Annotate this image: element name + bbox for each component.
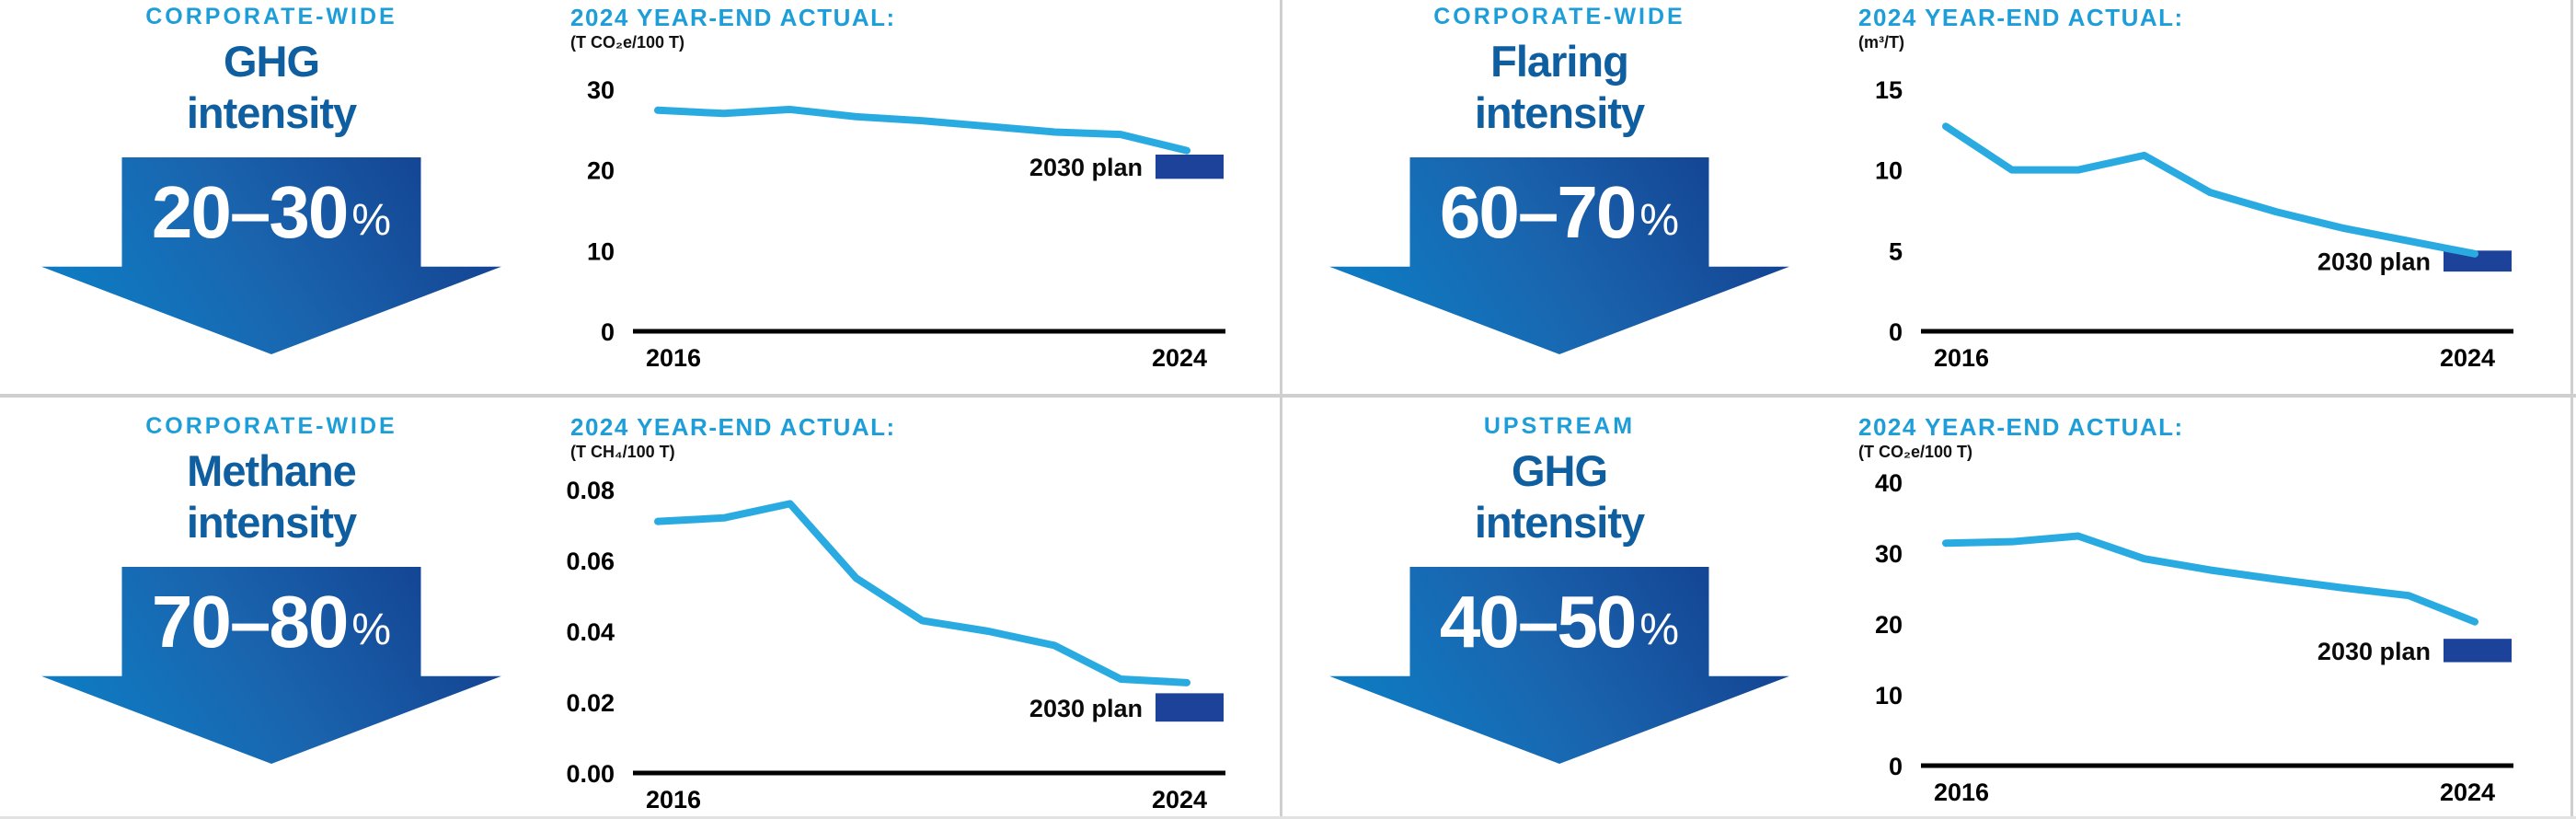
reduction-arrow: 70–80 %: [41, 567, 501, 764]
plan-label: 2030 plan: [2317, 248, 2431, 276]
reduction-range: 40–50 %: [1329, 567, 1789, 676]
y-tick-label: 30: [587, 76, 615, 104]
plan-target-box: [1156, 693, 1224, 722]
percent-sign: %: [351, 606, 392, 654]
chart-corporate-ghg: 2024 YEAR-END ACTUAL: (T CO₂e/100 T) 0 10…: [543, 0, 1288, 410]
reduction-range-value: 60–70: [1439, 170, 1637, 253]
panel-scope-tag: UPSTREAM: [1483, 413, 1636, 439]
y-tick-label: 0.08: [566, 477, 615, 504]
reduction-arrow: 40–50 %: [1329, 567, 1789, 764]
chart-title: 2024 YEAR-END ACTUAL:: [570, 413, 896, 441]
trend-line: [654, 500, 1190, 686]
y-tick-label: 10: [1875, 682, 1903, 709]
y-tick-label: 10: [1875, 157, 1903, 185]
panel-upstream-ghg-intensity: UPSTREAM GHG intensity 40–50 % 2024 YEAR…: [1288, 410, 2576, 819]
panel-flaring-intensity: CORPORATE-WIDE Flaring intensity 60–70 %…: [1288, 0, 2576, 410]
panel-scope-tag: CORPORATE-WIDE: [1433, 4, 1685, 29]
y-tick-label: 20: [1875, 611, 1903, 639]
chart-title: 2024 YEAR-END ACTUAL:: [1858, 4, 2184, 31]
panel-scope-tag: CORPORATE-WIDE: [145, 413, 397, 439]
panel-title-line1: Methane: [187, 446, 357, 495]
line-chart: 0 10 20 30 40 2016 2024 2030 plan: [1875, 469, 2513, 806]
chart-upstream-ghg: 2024 YEAR-END ACTUAL: (T CO₂e/100 T) 0 10…: [1831, 410, 2576, 819]
reduction-range: 70–80 %: [41, 567, 501, 676]
y-tick-label: 0.04: [566, 618, 615, 646]
panel-summary: CORPORATE-WIDE Flaring intensity 60–70 %: [1288, 0, 1831, 410]
line-chart: 0 5 10 15 2016 2024 2030 plan: [1875, 76, 2513, 372]
chart-unit-label: (T CO₂e/100 T): [1858, 443, 1973, 461]
reduction-range: 60–70 %: [1329, 157, 1789, 267]
reduction-range-value: 70–80: [151, 580, 349, 663]
reduction-range-value: 40–50: [1439, 580, 1637, 663]
y-tick-label: 30: [1875, 540, 1903, 568]
plan-target-box: [2444, 250, 2512, 272]
panel-title-line2: intensity: [186, 498, 357, 547]
chart-unit-label: (T CO₂e/100 T): [570, 33, 685, 52]
horizontal-divider: [0, 394, 2576, 398]
panel-scope-tag: CORPORATE-WIDE: [145, 4, 397, 29]
y-tick-label: 20: [587, 157, 615, 185]
reduction-arrow: 60–70 %: [1329, 157, 1789, 354]
line-chart: 0.00 0.02 0.04 0.06 0.08 2016 2024 2030 plan: [566, 477, 1225, 813]
panel-title-line2: intensity: [1474, 88, 1645, 137]
panel-summary: UPSTREAM GHG intensity 40–50 %: [1288, 410, 1831, 819]
x-tick-label-end: 2024: [1152, 786, 1207, 813]
y-tick-label: 5: [1889, 237, 1903, 265]
x-tick-label-end: 2024: [2440, 344, 2495, 372]
chart-methane: 2024 YEAR-END ACTUAL: (T CH₄/100 T) 0.00…: [543, 410, 1288, 819]
plan-label: 2030 plan: [1029, 154, 1143, 181]
chart-title: 2024 YEAR-END ACTUAL:: [570, 4, 896, 31]
plan-label: 2030 plan: [1029, 695, 1143, 722]
vertical-divider: [1280, 0, 1282, 819]
y-tick-label: 10: [587, 237, 615, 265]
reduction-arrow: 20–30 %: [41, 157, 501, 354]
panel-methane-intensity: CORPORATE-WIDE Methane intensity 70–80 %…: [0, 410, 1288, 819]
percent-sign: %: [1639, 606, 1680, 654]
reduction-range: 20–30 %: [41, 157, 501, 267]
trend-line: [1942, 532, 2478, 626]
percent-sign: %: [1639, 196, 1680, 245]
trend-line: [654, 105, 1190, 155]
panel-corporate-ghg-intensity: CORPORATE-WIDE GHG intensity 20–30 % 202…: [0, 0, 1288, 410]
x-tick-label-start: 2016: [1934, 344, 1989, 372]
right-edge-divider: [2570, 0, 2573, 819]
panel-title-line1: GHG: [223, 37, 320, 86]
panel-summary: CORPORATE-WIDE GHG intensity 20–30 %: [0, 0, 543, 410]
y-tick-label: 0: [1889, 753, 1903, 780]
panel-summary: CORPORATE-WIDE Methane intensity 70–80 %: [0, 410, 543, 819]
x-tick-label-start: 2016: [1934, 779, 1989, 806]
y-tick-label: 0: [1889, 318, 1903, 346]
x-tick-label-end: 2024: [1152, 344, 1207, 372]
x-tick-label-start: 2016: [646, 786, 701, 813]
x-tick-label-start: 2016: [646, 344, 701, 372]
y-tick-label: 0.00: [566, 760, 615, 788]
y-tick-label: 40: [1875, 469, 1903, 497]
chart-title: 2024 YEAR-END ACTUAL:: [1858, 413, 2184, 441]
y-tick-label: 0: [601, 318, 615, 346]
panel-title-line1: GHG: [1511, 446, 1608, 495]
chart-unit-label: (T CH₄/100 T): [570, 443, 675, 461]
y-tick-label: 0.02: [566, 689, 615, 717]
y-tick-label: 0.06: [566, 548, 615, 575]
panel-title-line1: Flaring: [1490, 37, 1629, 86]
plan-target-box: [2444, 639, 2512, 663]
line-chart: 0 10 20 30 2016 2024 2030 plan: [587, 76, 1225, 372]
percent-sign: %: [351, 196, 392, 245]
bottom-edge-divider: [0, 816, 2576, 819]
panel-title-line2: intensity: [1474, 498, 1645, 547]
panel-title-line2: intensity: [186, 88, 357, 137]
y-tick-label: 15: [1875, 76, 1903, 104]
chart-unit-label: (m³/T): [1858, 33, 1904, 52]
trend-line: [1942, 122, 2478, 258]
plan-label: 2030 plan: [2317, 638, 2431, 665]
chart-flaring: 2024 YEAR-END ACTUAL: (m³/T) 0 5 10 15 2016 2…: [1831, 0, 2576, 410]
plan-target-box: [1156, 155, 1224, 179]
reduction-range-value: 20–30: [151, 170, 349, 253]
x-tick-label-end: 2024: [2440, 779, 2495, 806]
